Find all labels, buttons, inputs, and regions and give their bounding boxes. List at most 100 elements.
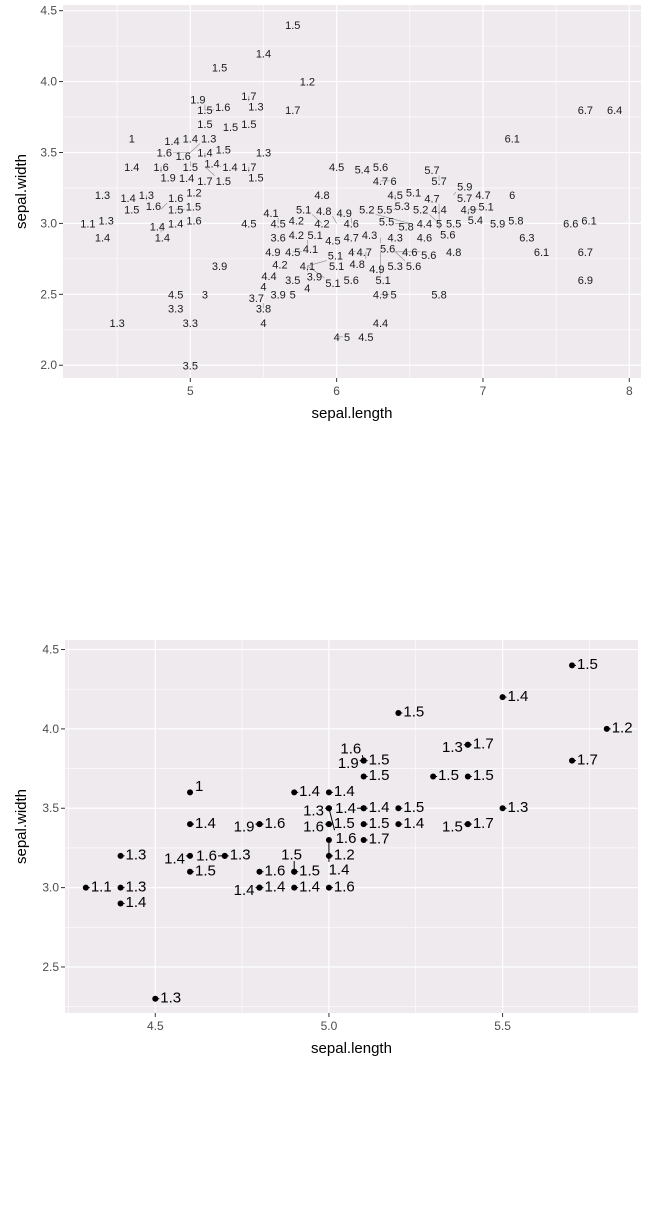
data-label: 4.7 (373, 176, 388, 188)
data-label: 1.7 (241, 162, 256, 174)
data-label: 4.9 (461, 204, 476, 216)
data-label: 1.4 (403, 815, 424, 832)
data-label: 1.5 (403, 704, 424, 721)
data-label: 4 (334, 332, 340, 344)
data-label: 1.6 (196, 847, 217, 864)
data-label: 1.5 (197, 105, 212, 117)
data-label: 6.1 (534, 247, 549, 259)
data-label: 5.6 (406, 261, 421, 273)
data-label: 1.6 (157, 148, 172, 160)
data-point (499, 694, 506, 701)
data-label: 1.5 (216, 176, 231, 188)
data-label: 1.4 (164, 136, 179, 148)
data-label: 4.7 (357, 247, 372, 259)
data-label: 1.6 (264, 862, 285, 879)
data-label: 1.3 (160, 989, 181, 1006)
data-label: 5.1 (329, 261, 344, 273)
data-label: 1.2 (300, 77, 315, 89)
data-point (325, 884, 332, 891)
data-label: 4.8 (316, 206, 331, 218)
data-label: 5.1 (325, 278, 340, 290)
data-label: 1.7 (197, 176, 212, 188)
data-label: 1.3 (442, 739, 463, 756)
data-point (395, 710, 402, 717)
data-label: 1.4 (299, 878, 320, 895)
data-label: 1.5 (442, 819, 463, 836)
data-label: 4.5 (241, 218, 256, 230)
data-label: 4.4 (431, 204, 446, 216)
data-label: 1.6 (336, 830, 357, 847)
data-label: 1.4 (222, 162, 237, 174)
data-point (117, 852, 124, 859)
data-label: 1.3 (201, 133, 216, 145)
data-label: 1.4 (164, 850, 185, 867)
data-label: 5.1 (375, 275, 390, 287)
data-label: 1.2 (186, 187, 201, 199)
label-leader-line (307, 260, 327, 267)
data-label: 1.5 (216, 145, 231, 157)
data-point (291, 789, 298, 796)
y-tick-label: 3.0 (42, 881, 59, 895)
data-label: 3.9 (212, 261, 227, 273)
data-label: 4.3 (362, 230, 377, 242)
label-leader-line (190, 143, 201, 153)
data-label: 1.6 (340, 741, 361, 758)
data-label: 4.2 (289, 230, 304, 242)
data-point (187, 789, 194, 796)
data-label: 5.2 (359, 204, 374, 216)
data-point (464, 821, 471, 828)
data-label: 1.2 (334, 847, 355, 864)
data-label: 4.9 (369, 264, 384, 276)
plot-panel (65, 640, 638, 1013)
data-label: 1 (129, 133, 135, 145)
data-label: 1.4 (155, 232, 170, 244)
label-leader-line (429, 214, 440, 224)
data-label: 1.5 (577, 656, 598, 673)
data-point (395, 805, 402, 812)
data-label: 1.2 (612, 720, 633, 737)
data-label: 4.1 (263, 208, 278, 220)
data-label: 1.5 (369, 815, 390, 832)
x-axis-title: sepal.length (312, 405, 393, 422)
data-point (603, 725, 610, 732)
data-label: 1.3 (109, 318, 124, 330)
data-point (117, 884, 124, 891)
y-tick-label: 4.0 (40, 75, 57, 89)
data-label: 4 (348, 247, 354, 259)
data-label: 3.9 (270, 289, 285, 301)
data-label: 5.1 (406, 187, 421, 199)
data-label: 4 (304, 283, 310, 295)
data-label: 1 (195, 778, 203, 795)
data-label: 4.9 (265, 247, 280, 259)
label-leader-line (307, 265, 325, 278)
y-axis-title: sepal.width (13, 789, 30, 864)
y-tick-label: 3.0 (40, 216, 57, 230)
data-label: 1.4 (204, 158, 219, 170)
x-tick-label: 5.0 (321, 1019, 338, 1033)
data-label: 5.3 (388, 261, 403, 273)
data-label: 4.1 (303, 244, 318, 256)
data-points (82, 662, 610, 1002)
data-label: 3.5 (183, 360, 198, 372)
y-tick-label: 2.5 (42, 960, 59, 974)
data-label: 4.5 (358, 332, 373, 344)
data-label: 1.5 (168, 204, 183, 216)
data-label: 5.9 (490, 218, 505, 230)
data-point (221, 852, 228, 859)
data-point (464, 773, 471, 780)
data-label: 1.3 (508, 799, 529, 816)
data-label: 1.6 (303, 819, 324, 836)
data-label: 1.9 (338, 755, 359, 772)
data-label: 1.4 (264, 878, 285, 895)
data-label: 4 (260, 281, 266, 293)
y-tick-label: 4.5 (40, 4, 57, 18)
data-label: 5.5 (379, 216, 394, 228)
x-tick-label: 5.5 (494, 1019, 511, 1033)
data-label: 1.7 (577, 751, 598, 768)
x-tick-label: 7 (480, 384, 487, 398)
data-label: 1.1 (80, 218, 95, 230)
data-label: 5.2 (413, 204, 428, 216)
data-point (256, 821, 263, 828)
data-label: 1.3 (95, 190, 110, 202)
